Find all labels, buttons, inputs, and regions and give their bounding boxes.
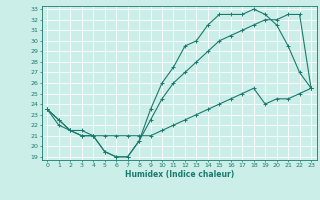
X-axis label: Humidex (Indice chaleur): Humidex (Indice chaleur)	[124, 170, 234, 179]
